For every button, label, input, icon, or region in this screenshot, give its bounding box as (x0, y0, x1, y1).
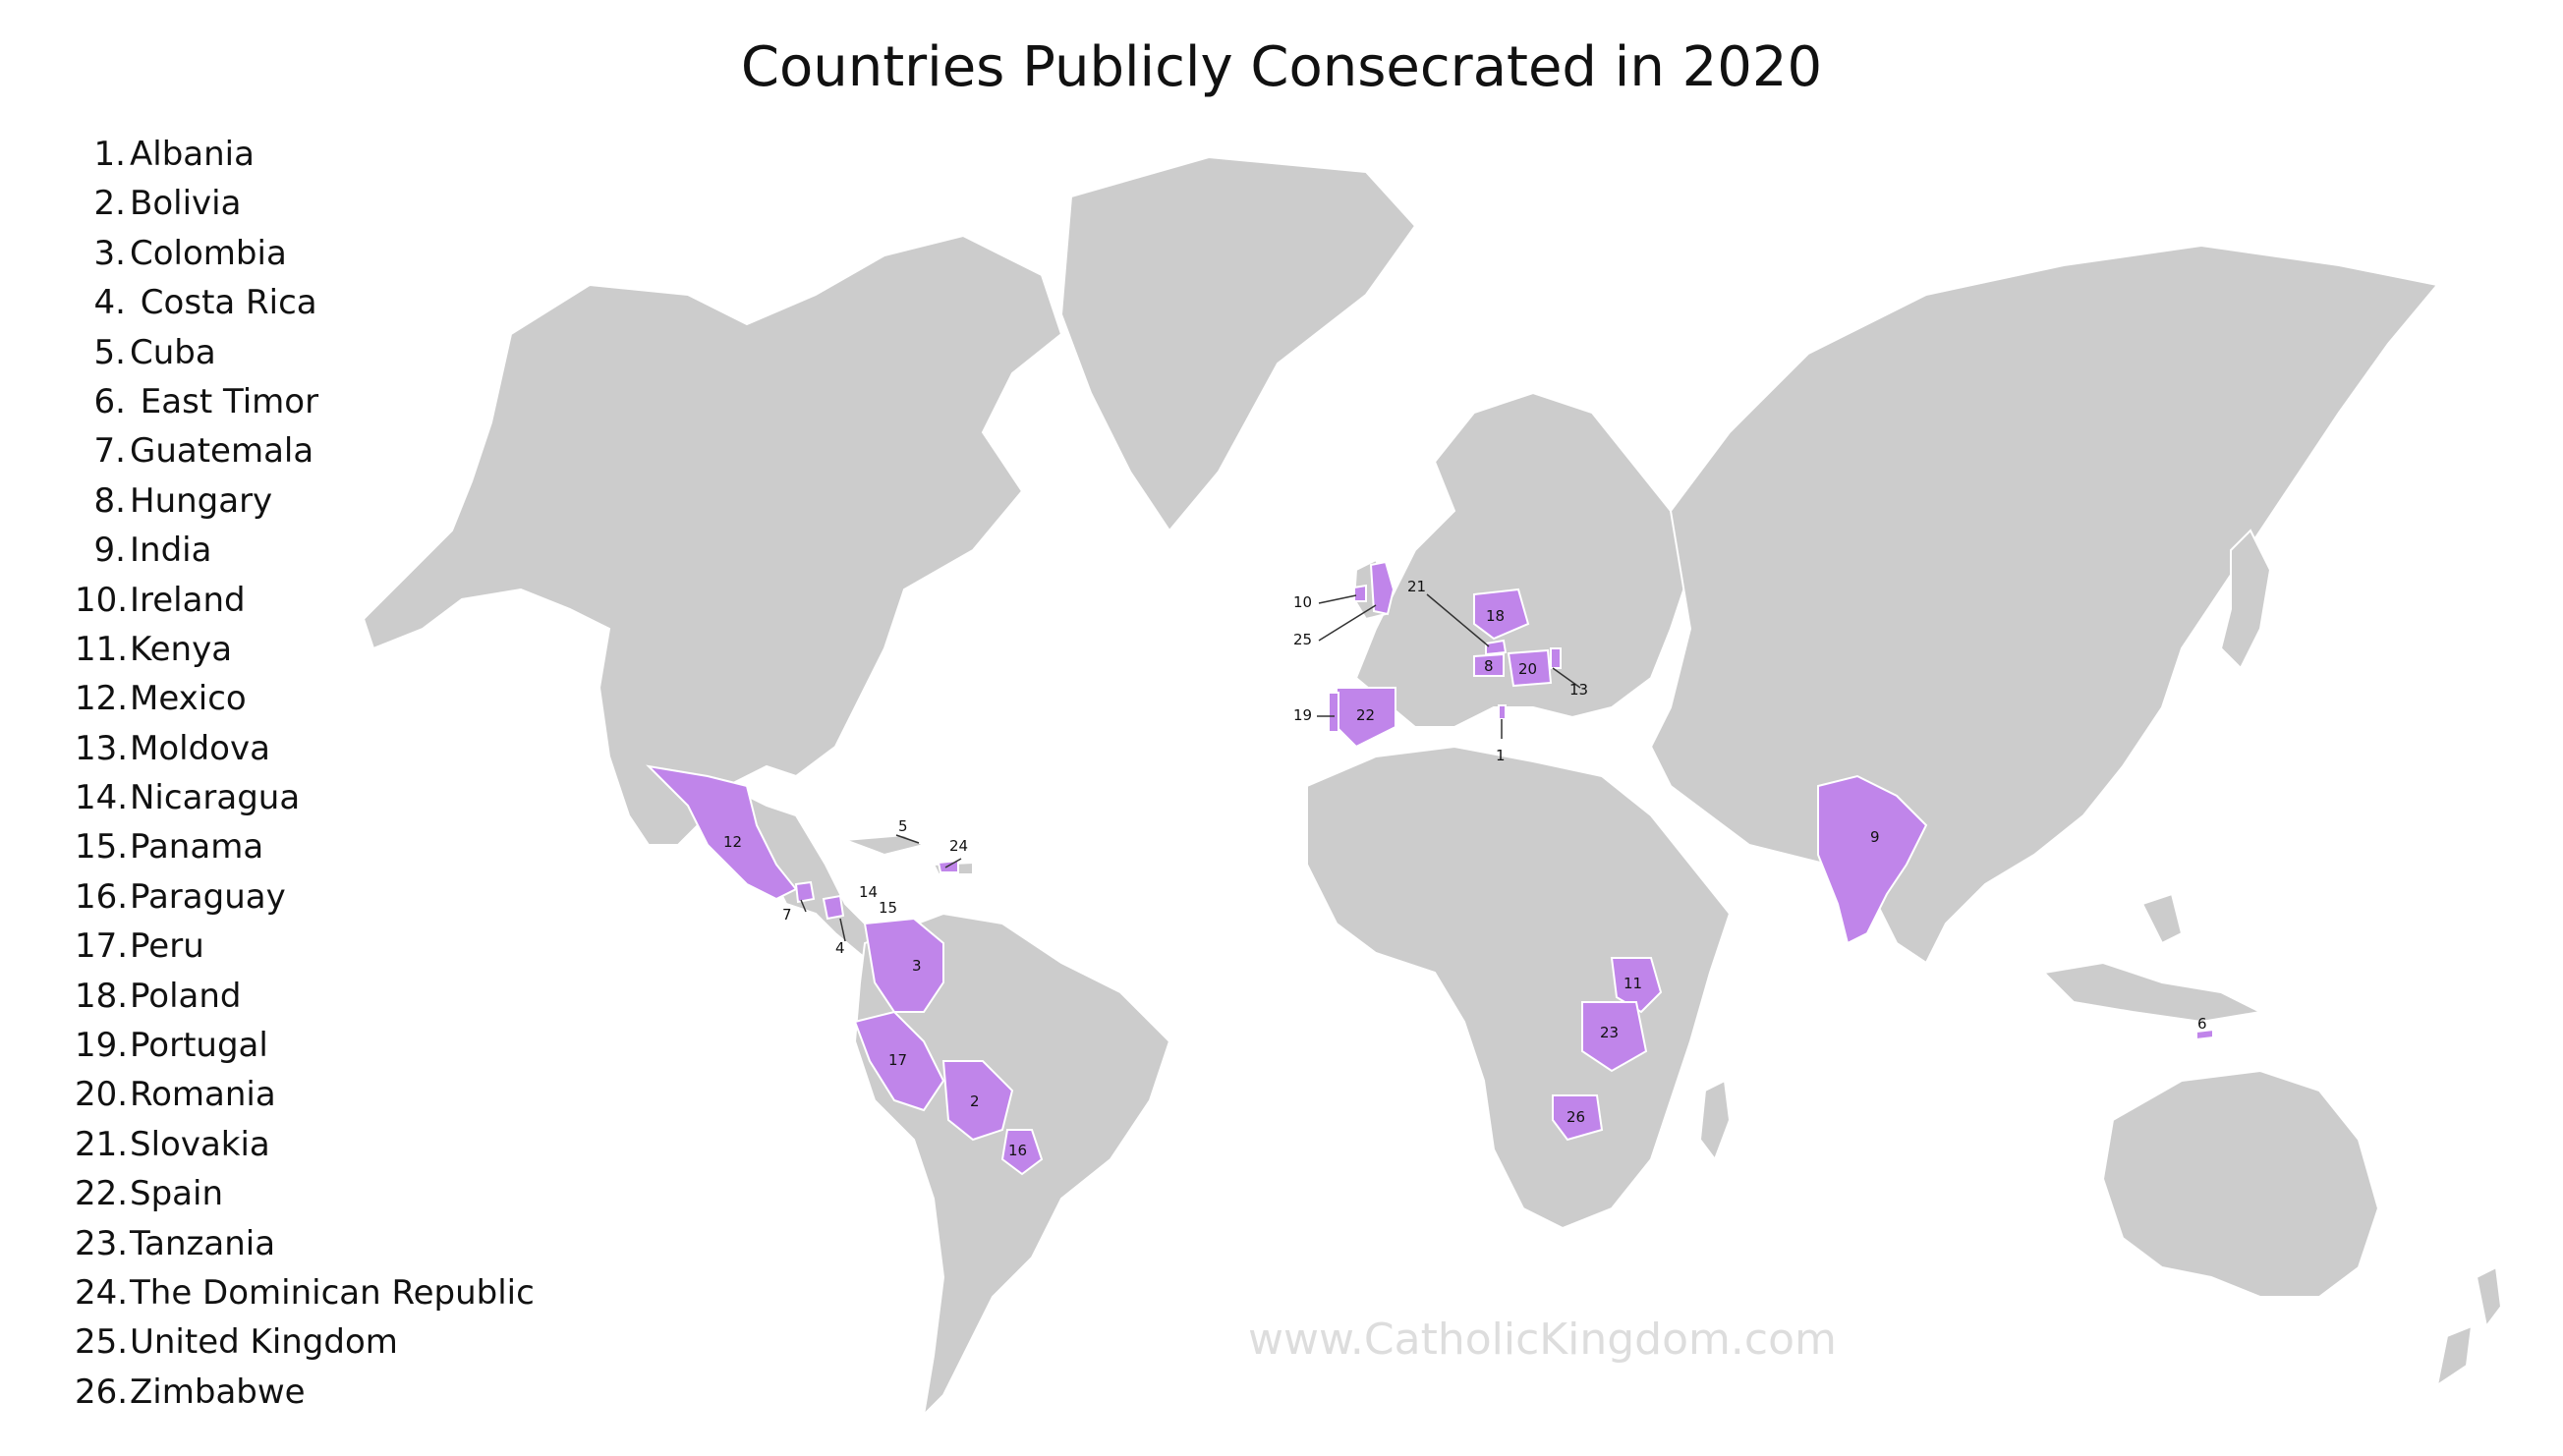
legend-item: 15.Panama (75, 827, 264, 868)
guatemala-highlight (794, 880, 816, 904)
legend-item: 17.Peru (75, 926, 204, 967)
watermark: www.CatholicKingdom.com (1248, 1315, 1837, 1365)
madagascar-shape (1698, 1079, 1732, 1162)
north-america-shape (362, 234, 1063, 846)
map-label-3: 3 (912, 957, 922, 975)
poland-highlight (1473, 588, 1530, 641)
map-label-17: 17 (888, 1051, 907, 1069)
east-timor-highlight (2195, 1028, 2214, 1041)
leader-line (1318, 604, 1377, 642)
legend-item: 23.Tanzania (75, 1223, 276, 1263)
africa-shape (1306, 745, 1732, 1230)
legend-item: 19.Portugal (75, 1026, 268, 1066)
map-title: Countries Publicly Consecrated in 2020 (740, 35, 1823, 99)
legend-item: 1. Albania (93, 135, 255, 174)
mexico-highlight (646, 764, 798, 901)
legend-item: 25.United Kingdom (75, 1322, 398, 1363)
uk-highlight (1369, 560, 1395, 616)
leader-line (839, 918, 846, 942)
legend-item: 9. India (93, 531, 212, 571)
map-label-12: 12 (723, 833, 742, 851)
map-label-13: 13 (1569, 681, 1588, 699)
legend-item: 21.Slovakia (75, 1124, 270, 1164)
map-label-24: 24 (949, 837, 968, 855)
paraguay-highlight (1000, 1129, 1044, 1176)
map-label-4: 4 (835, 939, 845, 957)
map-label-23: 23 (1600, 1024, 1619, 1041)
map-label-20: 20 (1518, 660, 1537, 678)
map-label-16: 16 (1008, 1142, 1027, 1159)
map-label-18: 18 (1486, 607, 1505, 625)
map-label-25: 25 (1293, 631, 1312, 648)
map-label-21: 21 (1407, 578, 1426, 595)
greenland-shape (1059, 155, 1417, 532)
southeast-asia-islands-shape (2041, 892, 2264, 1024)
legend-item: 8. Hungary (93, 480, 273, 521)
colombia-highlight (863, 917, 944, 1013)
leader-line (1318, 594, 1357, 604)
portugal-highlight (1328, 692, 1339, 733)
map-label-5: 5 (898, 817, 908, 835)
legend-item: 26.Zimbabwe (75, 1372, 306, 1412)
japan-shape (2219, 529, 2272, 670)
legend-item: 14.Nicaragua (75, 778, 301, 818)
moldova-highlight (1550, 647, 1562, 669)
legend-item: 22.Spain (75, 1174, 223, 1214)
india-highlight (1817, 774, 1928, 945)
australia-shape (2101, 1069, 2380, 1298)
legend-item: 7. Guatemala (93, 431, 314, 472)
legend-item: 12.Mexico (75, 679, 247, 719)
ireland-highlight (1353, 584, 1367, 602)
legend-item: 3. Colombia (93, 233, 287, 273)
albania-highlight (1498, 704, 1507, 720)
legend-item: 4. Costa Rica (93, 283, 317, 323)
legend-item: 16.Paraguay (75, 876, 286, 917)
legend-item: 24.The Dominican Republic (75, 1272, 535, 1313)
leader-line (1426, 593, 1490, 647)
legend-item: 10.Ireland (75, 580, 246, 620)
leader-line (895, 834, 920, 844)
tanzania-highlight (1581, 1001, 1648, 1073)
hungary-highlight (1473, 652, 1505, 677)
peru-highlight (853, 1010, 945, 1112)
map-label-10: 10 (1293, 593, 1312, 611)
bolivia-highlight (941, 1060, 1014, 1142)
legend-item: 11.Kenya (75, 629, 233, 669)
kenya-highlight (1610, 957, 1663, 1014)
zimbabwe-highlight (1552, 1094, 1604, 1142)
map-label-9: 9 (1870, 828, 1880, 846)
map-label-1: 1 (1496, 747, 1506, 764)
legend-item: 2. Bolivia (93, 184, 242, 224)
map-label-2: 2 (970, 1092, 980, 1110)
asia-shape (1649, 244, 2439, 965)
map-label-22: 22 (1356, 706, 1375, 724)
legend-item: 20.Romania (75, 1075, 276, 1115)
leader-line (800, 899, 807, 913)
new-zealand-shape (2435, 1265, 2503, 1388)
romania-highlight (1507, 648, 1553, 688)
leader-line (1552, 667, 1581, 689)
map-label-6: 6 (2197, 1015, 2207, 1033)
map-label-7: 7 (782, 906, 792, 924)
map-label-26: 26 (1566, 1108, 1585, 1126)
map-label-11: 11 (1623, 975, 1642, 992)
country-legend: 1. Albania 2. Bolivia 3. Colombia 4. Costa … (75, 130, 535, 1417)
legend-item: 18.Poland (75, 976, 242, 1016)
legend-item: 5. Cuba (93, 332, 216, 372)
map-label-15: 15 (879, 899, 897, 917)
leader-line (944, 858, 962, 868)
legend-item: 6. East Timor (93, 381, 319, 421)
map-label-19: 19 (1293, 706, 1312, 724)
slovakia-highlight (1485, 639, 1508, 656)
legend-item: 13.Moldova (75, 728, 270, 768)
map-label-14: 14 (859, 883, 878, 901)
map-label-8: 8 (1484, 657, 1494, 675)
nicaragua-highlight (822, 894, 845, 921)
